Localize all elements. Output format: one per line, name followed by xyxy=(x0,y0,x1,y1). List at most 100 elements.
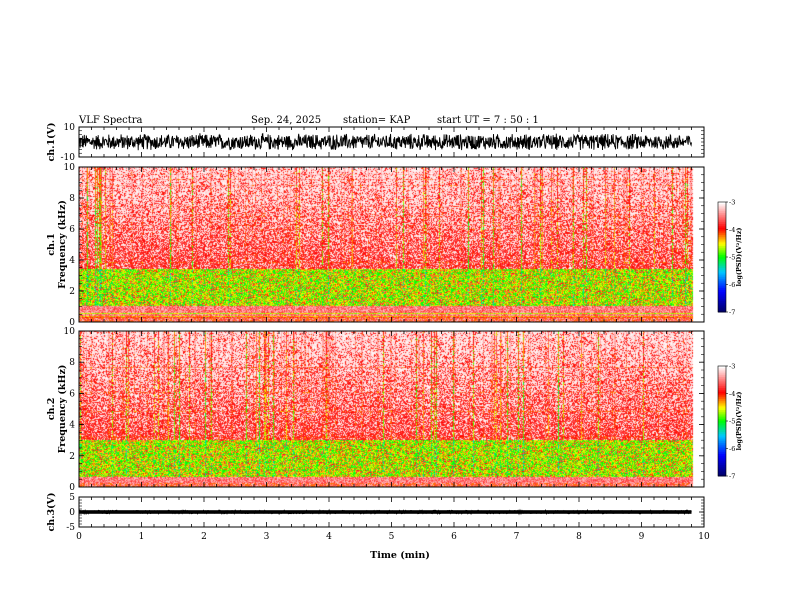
y-axis-label-line: Frequency (kHz) xyxy=(57,200,68,289)
colorbar-cell xyxy=(718,218,726,221)
colorbar-cell xyxy=(718,238,726,241)
y-axis-label: ch.1Frequency (kHz) xyxy=(46,200,68,289)
ch2-colorbar: -3 -4 -5 -6 -7 log(PSD)(V²/Hz) xyxy=(717,363,743,481)
colorbar-cell xyxy=(718,275,726,278)
colorbar-cell xyxy=(718,443,726,446)
colorbar-cell xyxy=(718,282,726,285)
colorbar-cell xyxy=(718,253,726,256)
colorbar-cell xyxy=(718,373,726,376)
colorbar-cell xyxy=(718,448,726,451)
colorbar-tick-label: -5 xyxy=(729,418,735,426)
colorbar-cell xyxy=(718,291,726,295)
y-axis-label-line: Frequency (kHz) xyxy=(57,365,68,454)
y-tick-label: 2 xyxy=(69,287,75,297)
colorbar-cell xyxy=(718,415,726,418)
ch2-spectrogram-panel: 0 2 4 6 8 10 ch.2Frequency (kHz) xyxy=(46,327,705,493)
y-axis-label-line: ch.1 xyxy=(46,233,57,256)
colorbar-cell xyxy=(718,384,726,387)
colorbar-cell xyxy=(718,424,726,427)
y-tick-label: 6 xyxy=(69,389,75,399)
colorbar-cell xyxy=(718,258,726,262)
colorbar-cell xyxy=(718,417,726,420)
colorbar-cell xyxy=(718,428,726,431)
start-ut-label: start UT = 7 : 50 : 1 xyxy=(437,115,539,126)
colorbar-cell xyxy=(718,295,726,298)
y-tick-label: -5 xyxy=(66,523,75,533)
colorbar-cell xyxy=(718,437,726,440)
colorbar-cell xyxy=(718,413,726,416)
x-tick-label: 9 xyxy=(639,532,645,542)
colorbar-cell xyxy=(718,255,726,258)
colorbar-cell xyxy=(718,435,726,438)
colorbar-cell xyxy=(718,288,726,291)
colorbar-tick-label: -4 xyxy=(729,390,735,398)
colorbar-cell xyxy=(718,224,726,227)
colorbar-cell xyxy=(718,277,726,280)
y-tick-label: 0 xyxy=(69,508,75,518)
x-tick-label: 10 xyxy=(698,532,710,542)
colorbar-cell xyxy=(718,233,726,236)
colorbar-cell xyxy=(718,299,726,302)
colorbar-cell xyxy=(718,402,726,405)
colorbar-tick-label: -6 xyxy=(729,445,735,453)
colorbar-cell xyxy=(718,468,726,471)
y-tick-label: 10 xyxy=(64,123,76,133)
colorbar-cell xyxy=(718,203,726,207)
colorbar-cell xyxy=(718,205,726,208)
colorbar-cell xyxy=(718,301,726,304)
colorbar-cell xyxy=(718,466,726,470)
ch1-spectrogram-panel: 0 2 4 6 8 10 ch.1Frequency (kHz) xyxy=(46,163,705,328)
colorbar-cell xyxy=(718,235,726,238)
colorbar-cell xyxy=(718,273,726,276)
colorbar-cell xyxy=(718,474,726,477)
ch1-spectrogram-image xyxy=(79,167,704,322)
figure-title: VLF Spectra xyxy=(78,115,143,126)
colorbar-cell xyxy=(718,279,726,282)
y-axis-label: ch.2Frequency (kHz) xyxy=(46,365,68,454)
ch1-colorbar: -3 -4 -5 -6 -7 log(PSD)(V²/Hz) xyxy=(717,199,743,317)
colorbar-cell xyxy=(718,386,726,389)
colorbar-cell xyxy=(718,366,726,369)
colorbar-cell xyxy=(718,220,726,223)
colorbar-cell xyxy=(718,249,726,252)
colorbar-tick-label: -7 xyxy=(729,473,735,481)
colorbar-cell xyxy=(718,271,726,274)
x-tick-label: 5 xyxy=(389,532,395,542)
colorbar-cell xyxy=(718,378,726,382)
ch1-waveform-panel: 10 -10 ch.1(V) xyxy=(46,123,705,163)
y-tick-label: 2 xyxy=(69,452,75,462)
colorbar-cell xyxy=(718,395,726,398)
colorbar-cell xyxy=(718,304,726,307)
colorbar-tick-label: -7 xyxy=(729,309,735,317)
colorbar-cell xyxy=(718,222,726,225)
y-tick-label: 6 xyxy=(69,225,75,235)
colorbar-cell xyxy=(718,268,726,271)
colorbar-cell xyxy=(718,472,726,475)
colorbar-cell xyxy=(718,240,726,243)
colorbar-cell xyxy=(718,290,726,293)
colorbar-cell xyxy=(718,207,726,210)
ch2-spectrogram-image xyxy=(79,331,704,487)
colorbar-cell xyxy=(718,310,726,313)
colorbar-cell xyxy=(718,406,726,409)
colorbar-cell xyxy=(718,389,726,393)
colorbar-cell xyxy=(718,246,726,249)
colorbar-cell xyxy=(718,465,726,468)
x-tick-label: 8 xyxy=(576,532,582,542)
colorbar-cell xyxy=(718,433,726,437)
colorbar-cell xyxy=(718,264,726,267)
colorbar-cell xyxy=(718,444,726,448)
colorbar-cell xyxy=(718,209,726,212)
y-tick-label: -10 xyxy=(61,153,76,163)
x-tick-label: 7 xyxy=(514,532,520,542)
colorbar-cell xyxy=(718,280,726,284)
colorbar-cell xyxy=(718,367,726,371)
colorbar-cell xyxy=(718,260,726,263)
colorbar-cell xyxy=(718,439,726,442)
colorbar-cell xyxy=(718,397,726,400)
colorbar-cell xyxy=(718,461,726,464)
colorbar-cell xyxy=(718,231,726,234)
y-tick-label: 8 xyxy=(69,358,75,368)
y-axis-label-line: ch.2 xyxy=(46,398,57,421)
